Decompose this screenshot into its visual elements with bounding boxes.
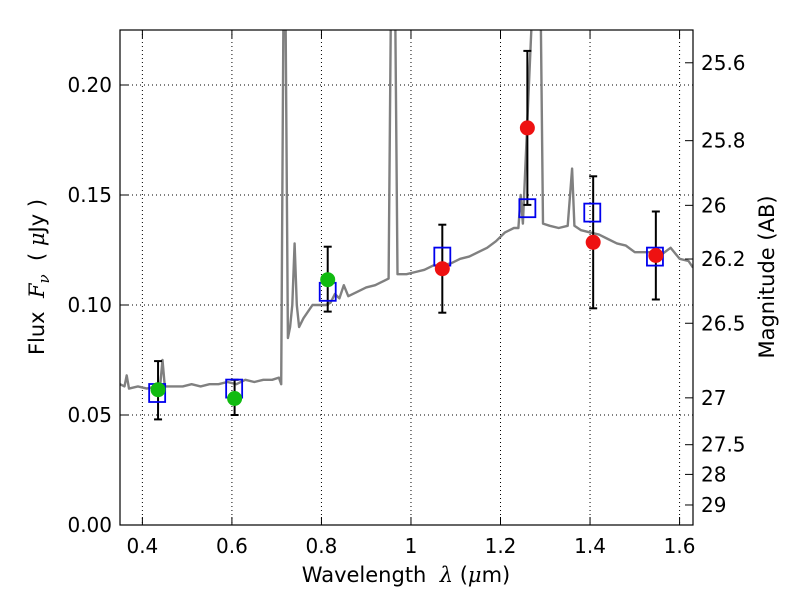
x-axis-label: Wavelength λ (μm) (302, 563, 510, 587)
grid-lines (120, 30, 693, 526)
y-tick-label: 0.15 (67, 183, 112, 207)
observed-flux-point (227, 391, 243, 406)
observed-flux-point (434, 261, 450, 277)
observed-flux-point (519, 120, 535, 136)
magnitude-tick-label: 26 (701, 193, 726, 217)
x-tick-label: 0.4 (126, 534, 158, 558)
y-tick-label: 0.05 (67, 403, 112, 427)
x-axis-label-unit-open: ( (453, 563, 468, 587)
y-tick-label: 0.00 (67, 513, 112, 537)
magnitude-tick-label: 25.8 (701, 129, 746, 153)
magnitude-tick-label: 25.6 (701, 51, 746, 75)
model-photometry-square (518, 198, 537, 219)
model-sed-line (120, 30, 693, 390)
plot-frame (119, 29, 694, 526)
y-tick-label: 0.10 (67, 293, 112, 317)
magnitude-tick-label: 26.5 (701, 311, 746, 335)
y-axis-label-right: Magnitude (AB) (755, 195, 779, 358)
observed-photometry-points (150, 120, 664, 406)
observed-flux-point (150, 382, 166, 398)
observed-flux-point (585, 234, 601, 250)
model-photometry-square (583, 202, 602, 223)
axis-ticks: 0.4 0.6 0.8 1 1.2 1.4 1.6 0.00 0.05 0.10 0.15 0.20 2… (67, 30, 746, 558)
x-tick-label: 1 (405, 534, 418, 558)
magnitude-tick-label: 29 (701, 493, 726, 517)
y-axis-label-symbol: F (25, 282, 49, 299)
y-axis-label-unit-rest: Jy ) (25, 199, 49, 235)
x-tick-label: 1.6 (664, 534, 696, 558)
magnitude-tick-label: 26.2 (701, 247, 746, 271)
y-axis-label-unit-open: ( (25, 246, 49, 274)
magnitude-tick-label: 27 (701, 386, 726, 410)
x-axis-label-unit-mu: μ (468, 563, 482, 587)
x-tick-label: 0.6 (216, 534, 248, 558)
y-axis-label-left: Flux Fν ( μJy ) (25, 199, 53, 355)
x-axis-label-prefix: Wavelength (302, 563, 440, 587)
observed-flux-point (648, 248, 664, 263)
y-axis-label-subscript: ν (35, 274, 53, 283)
magnitude-tick-label: 28 (701, 462, 726, 486)
observed-flux-point (320, 272, 336, 288)
x-axis-label-symbol: λ (439, 563, 453, 587)
y-axis-label-unit-mu: μ (25, 232, 49, 246)
x-axis-label-unit-rest: m) (482, 563, 511, 587)
y-tick-label: 0.20 (67, 73, 112, 97)
x-tick-label: 0.8 (306, 534, 338, 558)
x-tick-label: 1.4 (574, 534, 606, 558)
y-axis-label-prefix: Flux (25, 298, 49, 355)
magnitude-tick-label: 27.5 (701, 433, 746, 457)
plot-background (120, 30, 693, 525)
x-tick-label: 1.2 (485, 534, 517, 558)
